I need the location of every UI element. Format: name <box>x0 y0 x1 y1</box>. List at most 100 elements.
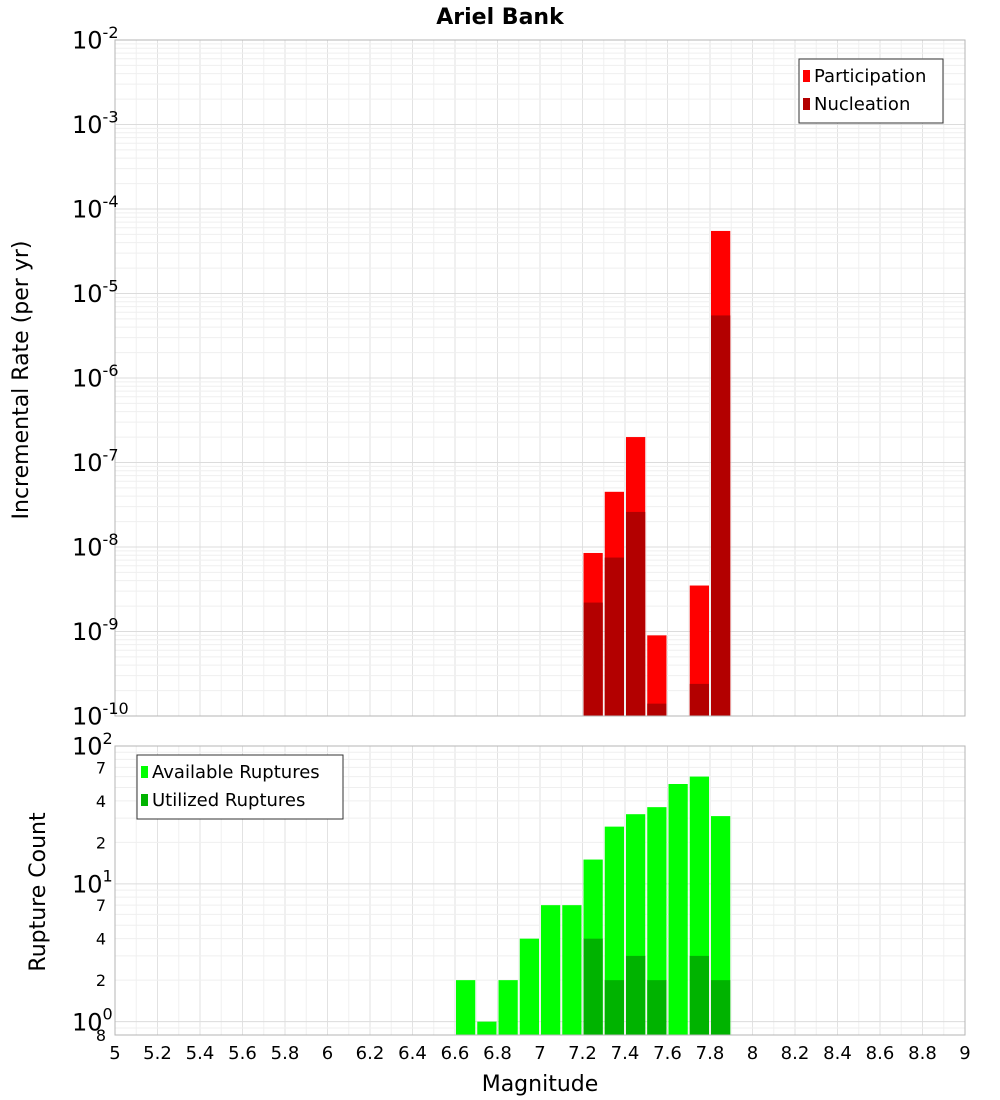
x-tick-label: 6 <box>322 1043 333 1064</box>
bottom-y-tick-label-base: 10 <box>72 870 103 898</box>
top-y-tick-label-base: 10 <box>72 111 103 139</box>
top-y-tick-label-base: 10 <box>72 27 103 55</box>
bottom-y-minor-tick-label: 7 <box>96 896 106 915</box>
legend-swatch <box>803 70 810 82</box>
chart-title: Ariel Bank <box>436 5 565 30</box>
top-y-tick-label-base: 10 <box>72 618 103 646</box>
x-tick-label: 8.6 <box>866 1043 895 1064</box>
bottom-y-minor-tick-label: 8 <box>96 1026 106 1045</box>
legend-entry: Utilized Ruptures <box>152 790 305 811</box>
legend-entry: Participation <box>814 66 926 87</box>
x-tick-label: 6.8 <box>483 1043 512 1064</box>
top-y-tick-label-exponent: -6 <box>103 361 119 380</box>
bottom-y-minor-tick-label: 7 <box>96 758 106 777</box>
top-y-tick-label-exponent: -7 <box>103 445 119 464</box>
x-tick-label: 8.8 <box>908 1043 937 1064</box>
top-y-tick-label-exponent: -5 <box>103 276 119 295</box>
top-y-tick-label-exponent: -9 <box>103 614 119 633</box>
top-y-tick-label-exponent: -4 <box>103 192 119 211</box>
bottom-bar-0-9 <box>647 807 667 1035</box>
bottom-bar-1-3 <box>647 980 667 1035</box>
top-y-tick-label: 10-7 <box>72 445 119 477</box>
top-plot-frame <box>114 39 966 717</box>
bottom-bar-1-5 <box>711 980 731 1035</box>
top-bar-1-0 <box>583 602 603 716</box>
top-y-tick-label-base: 10 <box>72 280 103 308</box>
top-y-tick-label: 10-6 <box>72 361 119 393</box>
bottom-bar-0-1 <box>477 1021 497 1035</box>
top-y-tick-label: 10-3 <box>72 107 119 139</box>
x-tick-label: 7.6 <box>653 1043 682 1064</box>
bottom-bar-0-3 <box>519 938 539 1035</box>
x-tick-label: 5.8 <box>271 1043 300 1064</box>
x-tick-label: 5.6 <box>228 1043 257 1064</box>
bottom-y-tick-label: 101 <box>72 867 113 899</box>
bottom-bar-1-2 <box>626 955 646 1035</box>
bottom-bar-0-0 <box>456 980 476 1035</box>
top-bar-0-4 <box>689 585 709 716</box>
top-y-tick-label: 10-5 <box>72 276 119 308</box>
bottom-y-tick-label-exponent: 1 <box>103 867 113 886</box>
top-y-tick-label-base: 10 <box>72 449 103 477</box>
x-tick-label: 6.6 <box>441 1043 470 1064</box>
bottom-bar-0-2 <box>498 980 518 1035</box>
legend-entry: Nucleation <box>814 94 910 115</box>
bottom-bar-1-1 <box>604 980 624 1035</box>
top-y-tick-label: 10-4 <box>72 192 119 224</box>
x-tick-label: 8.4 <box>823 1043 852 1064</box>
top-y-tick-label: 10-2 <box>72 23 119 55</box>
top-y-tick-label-exponent: -2 <box>103 23 119 42</box>
legend-swatch <box>803 98 810 110</box>
x-tick-label: 5.4 <box>186 1043 215 1064</box>
top-bar-1-1 <box>604 557 624 716</box>
top-panel: 10-1010-910-810-710-610-510-410-310-2Par… <box>72 23 966 731</box>
x-axis-label: Magnitude <box>482 1072 599 1097</box>
bottom-y-tick-label-exponent: 2 <box>103 729 113 748</box>
bottom-plot-frame <box>114 745 966 1036</box>
bottom-bar-1-0 <box>583 938 603 1035</box>
top-bar-1-5 <box>711 315 731 716</box>
top-y-tick-label: 10-8 <box>72 530 119 562</box>
x-tick-label: 5 <box>109 1043 120 1064</box>
bottom-y-minor-tick-label: 2 <box>96 833 106 852</box>
top-y-tick-label-base: 10 <box>72 196 103 224</box>
legend-entry: Available Ruptures <box>152 762 320 783</box>
x-tick-label: 8.2 <box>781 1043 810 1064</box>
top-y-tick-label: 10-10 <box>72 699 129 731</box>
top-y-tick-label-exponent: -10 <box>103 699 129 718</box>
top-y-tick-label: 10-9 <box>72 614 119 646</box>
x-tick-label: 7.8 <box>696 1043 725 1064</box>
top-y-tick-label-exponent: -3 <box>103 107 119 126</box>
top-bar-1-3 <box>647 703 667 716</box>
top-bar-1-2 <box>626 511 646 716</box>
bottom-y-tick-label: 100 <box>72 1004 113 1036</box>
top-y-axis-label: Incremental Rate (per yr) <box>9 241 34 520</box>
legend-swatch <box>141 794 148 806</box>
top-bar-1-4 <box>689 683 709 716</box>
bottom-y-minor-tick-label: 4 <box>96 930 106 949</box>
x-tick-label: 6.4 <box>398 1043 427 1064</box>
x-tick-label: 9 <box>959 1043 970 1064</box>
bottom-y-minor-tick-label: 4 <box>96 792 106 811</box>
bottom-y-tick-label: 102 <box>72 729 113 761</box>
top-y-tick-label-base: 10 <box>72 534 103 562</box>
bottom-y-axis-label: Rupture Count <box>26 812 51 972</box>
bottom-bar-0-5 <box>562 905 582 1035</box>
bottom-bar-1-4 <box>689 955 709 1035</box>
x-tick-label: 7.4 <box>611 1043 640 1064</box>
x-tick-label: 8 <box>747 1043 758 1064</box>
bottom-bar-0-10 <box>668 784 688 1035</box>
top-legend <box>798 58 944 124</box>
bottom-y-tick-label-exponent: 0 <box>103 1004 113 1023</box>
legend-swatch <box>141 766 148 778</box>
top-y-tick-label-exponent: -8 <box>103 530 119 549</box>
bottom-bar-0-4 <box>541 905 561 1035</box>
bottom-y-tick-label-base: 10 <box>72 733 103 761</box>
bottom-legend <box>136 754 344 820</box>
x-tick-label: 5.2 <box>143 1043 172 1064</box>
x-tick-label: 7.2 <box>568 1043 597 1064</box>
top-y-tick-label-base: 10 <box>72 365 103 393</box>
bottom-y-tick-label-base: 10 <box>72 1008 103 1036</box>
